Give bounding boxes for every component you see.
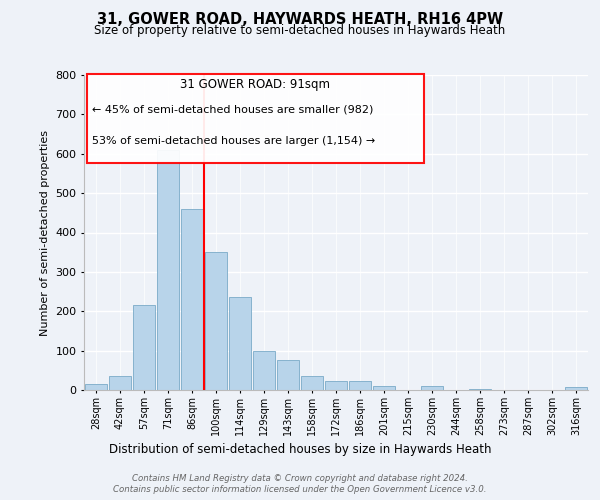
Bar [349, 382, 371, 390]
Bar [109, 376, 131, 390]
Bar [421, 386, 443, 390]
Bar [565, 387, 587, 390]
Text: Contains public sector information licensed under the Open Government Licence v3: Contains public sector information licen… [113, 485, 487, 494]
Bar [157, 150, 179, 390]
Bar [277, 360, 299, 390]
Bar [325, 382, 347, 390]
Bar [133, 306, 155, 390]
Bar [373, 386, 395, 390]
Text: 53% of semi-detached houses are larger (1,154) →: 53% of semi-detached houses are larger (… [92, 136, 375, 146]
Bar [301, 376, 323, 390]
Text: 31, GOWER ROAD, HAYWARDS HEATH, RH16 4PW: 31, GOWER ROAD, HAYWARDS HEATH, RH16 4PW [97, 12, 503, 28]
Text: ← 45% of semi-detached houses are smaller (982): ← 45% of semi-detached houses are smalle… [92, 104, 373, 115]
Bar [85, 384, 107, 390]
Bar [181, 209, 203, 390]
Bar [469, 389, 491, 390]
Text: Distribution of semi-detached houses by size in Haywards Heath: Distribution of semi-detached houses by … [109, 442, 491, 456]
Text: Contains HM Land Registry data © Crown copyright and database right 2024.: Contains HM Land Registry data © Crown c… [132, 474, 468, 483]
Y-axis label: Number of semi-detached properties: Number of semi-detached properties [40, 130, 50, 336]
Bar [253, 350, 275, 390]
Bar [205, 252, 227, 390]
FancyBboxPatch shape [86, 74, 424, 163]
Text: 31 GOWER ROAD: 91sqm: 31 GOWER ROAD: 91sqm [181, 78, 331, 90]
Text: Size of property relative to semi-detached houses in Haywards Heath: Size of property relative to semi-detach… [94, 24, 506, 37]
Bar [229, 298, 251, 390]
